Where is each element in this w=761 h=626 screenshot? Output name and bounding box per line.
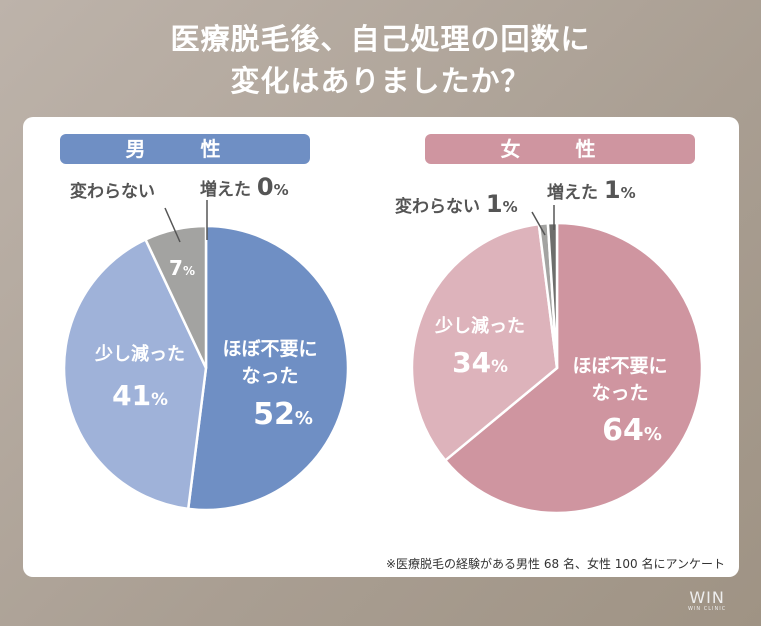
chart0-slice0-value: 52% bbox=[253, 397, 313, 432]
title-line-1: 医療脱毛後、自己処理の回数に bbox=[170, 22, 591, 56]
chart0-slice1-label: 少し減った bbox=[94, 343, 185, 365]
chart0-slice1-value: 41% bbox=[112, 379, 168, 412]
chart1-slice0-value: 64% bbox=[602, 413, 662, 448]
page-title: 医療脱毛後、自己処理の回数に 変化はありましたか？ bbox=[0, 18, 761, 102]
chart1-slice1-value: 34% bbox=[452, 346, 508, 379]
title-line-2: 変化はありましたか？ bbox=[230, 64, 531, 98]
chart1-slice2-leader-line bbox=[531, 211, 546, 236]
chart1-slice1-label: 少し減った bbox=[434, 315, 525, 337]
pie-slice bbox=[62, 237, 208, 511]
logo: WIN WIN CLINIC bbox=[688, 588, 727, 613]
logo-mark: WIN bbox=[689, 588, 725, 607]
chart1-slice0-label: なった bbox=[591, 382, 648, 404]
pie-slice bbox=[410, 222, 559, 463]
chart1-slice3-label: 増えた 1% bbox=[547, 176, 636, 204]
chart0-slice0-label: ほぼ不要に bbox=[222, 338, 317, 360]
chart0-slice2-leader-line bbox=[164, 207, 181, 243]
chart0-slice0-label: なった bbox=[241, 365, 298, 387]
chart0-slice3-label: 増えた 0% bbox=[200, 173, 289, 201]
chart0-slice2-label: 変わらない bbox=[70, 181, 155, 202]
female-header: 女 性 bbox=[425, 134, 695, 164]
chart1-slice0-label: ほぼ不要に bbox=[572, 355, 667, 377]
chart0-slice2-value: 7% bbox=[169, 256, 195, 280]
pie-slice bbox=[546, 221, 559, 369]
pie-slice bbox=[186, 224, 350, 512]
logo-text: WIN CLINIC bbox=[688, 606, 727, 612]
pie-slice bbox=[443, 221, 704, 515]
footnote: ※医療脱毛の経験がある男性 68 名、女性 100 名にアンケート bbox=[385, 557, 725, 571]
chart1-slice2-label: 変わらない 1% bbox=[395, 190, 518, 218]
male-header: 男 性 bbox=[60, 134, 310, 164]
